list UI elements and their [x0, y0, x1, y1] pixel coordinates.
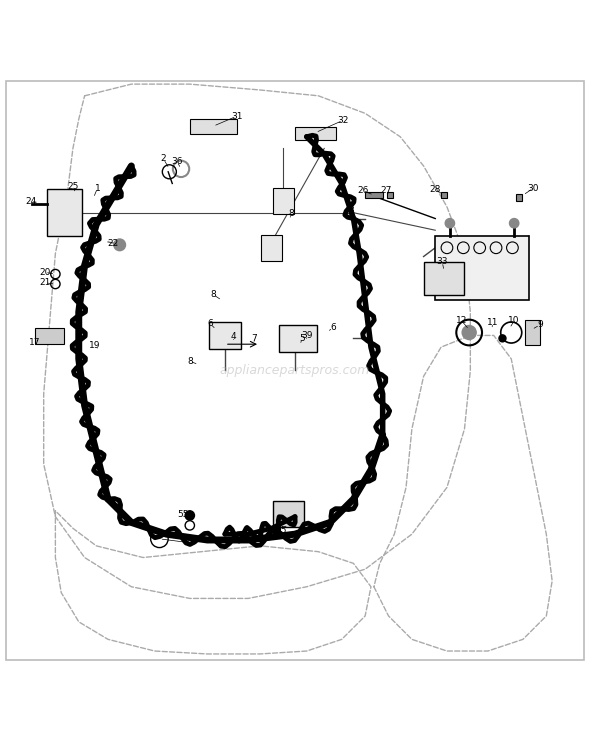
Text: 7: 7: [251, 334, 257, 343]
Text: 26: 26: [357, 186, 369, 195]
Bar: [209, 322, 241, 348]
Text: 39: 39: [301, 331, 313, 340]
Bar: [516, 194, 522, 201]
Circle shape: [445, 219, 454, 228]
Text: 6: 6: [207, 319, 213, 328]
Text: 15: 15: [276, 525, 288, 534]
FancyBboxPatch shape: [424, 262, 464, 294]
Text: 3: 3: [348, 206, 354, 215]
Bar: [279, 325, 317, 351]
FancyBboxPatch shape: [435, 236, 529, 300]
Text: 18: 18: [185, 539, 196, 548]
Text: 55: 55: [177, 510, 189, 519]
Text: 20: 20: [39, 268, 51, 277]
Circle shape: [499, 335, 506, 342]
Text: 8: 8: [210, 290, 216, 299]
Circle shape: [185, 511, 195, 520]
Text: 17: 17: [29, 338, 41, 347]
Text: 21: 21: [39, 279, 51, 288]
Bar: [388, 192, 393, 198]
Text: 27: 27: [380, 186, 391, 195]
Text: 9: 9: [537, 320, 543, 330]
Bar: [441, 192, 447, 198]
Text: appliancepartspros.com: appliancepartspros.com: [220, 364, 370, 377]
Text: 28: 28: [430, 185, 441, 194]
Bar: [35, 328, 64, 345]
Text: 32: 32: [337, 116, 349, 124]
Text: 6: 6: [330, 323, 336, 332]
Text: 11: 11: [487, 318, 499, 327]
Text: 22: 22: [107, 239, 118, 247]
Text: 8: 8: [289, 210, 294, 219]
Text: 31: 31: [231, 112, 242, 121]
Bar: [261, 235, 282, 261]
Text: 1: 1: [94, 184, 100, 193]
Circle shape: [114, 239, 126, 250]
Circle shape: [510, 219, 519, 228]
Text: 2: 2: [160, 154, 166, 164]
Text: 19: 19: [89, 342, 101, 350]
Circle shape: [462, 325, 476, 339]
Bar: [273, 188, 294, 214]
Text: 36: 36: [171, 157, 183, 166]
FancyBboxPatch shape: [273, 501, 304, 527]
FancyBboxPatch shape: [47, 189, 81, 236]
FancyBboxPatch shape: [525, 319, 540, 345]
Text: 30: 30: [527, 184, 539, 193]
Text: 4: 4: [231, 332, 237, 341]
Text: 24: 24: [25, 196, 37, 205]
Text: 12: 12: [456, 316, 467, 325]
Text: 10: 10: [509, 316, 520, 325]
Text: 33: 33: [437, 257, 448, 266]
Bar: [190, 119, 237, 134]
Text: 25: 25: [67, 182, 78, 191]
Bar: [365, 192, 383, 198]
Text: 8: 8: [187, 356, 193, 365]
Text: 5: 5: [299, 334, 305, 343]
Text: 8: 8: [366, 336, 372, 346]
Bar: [295, 127, 336, 139]
